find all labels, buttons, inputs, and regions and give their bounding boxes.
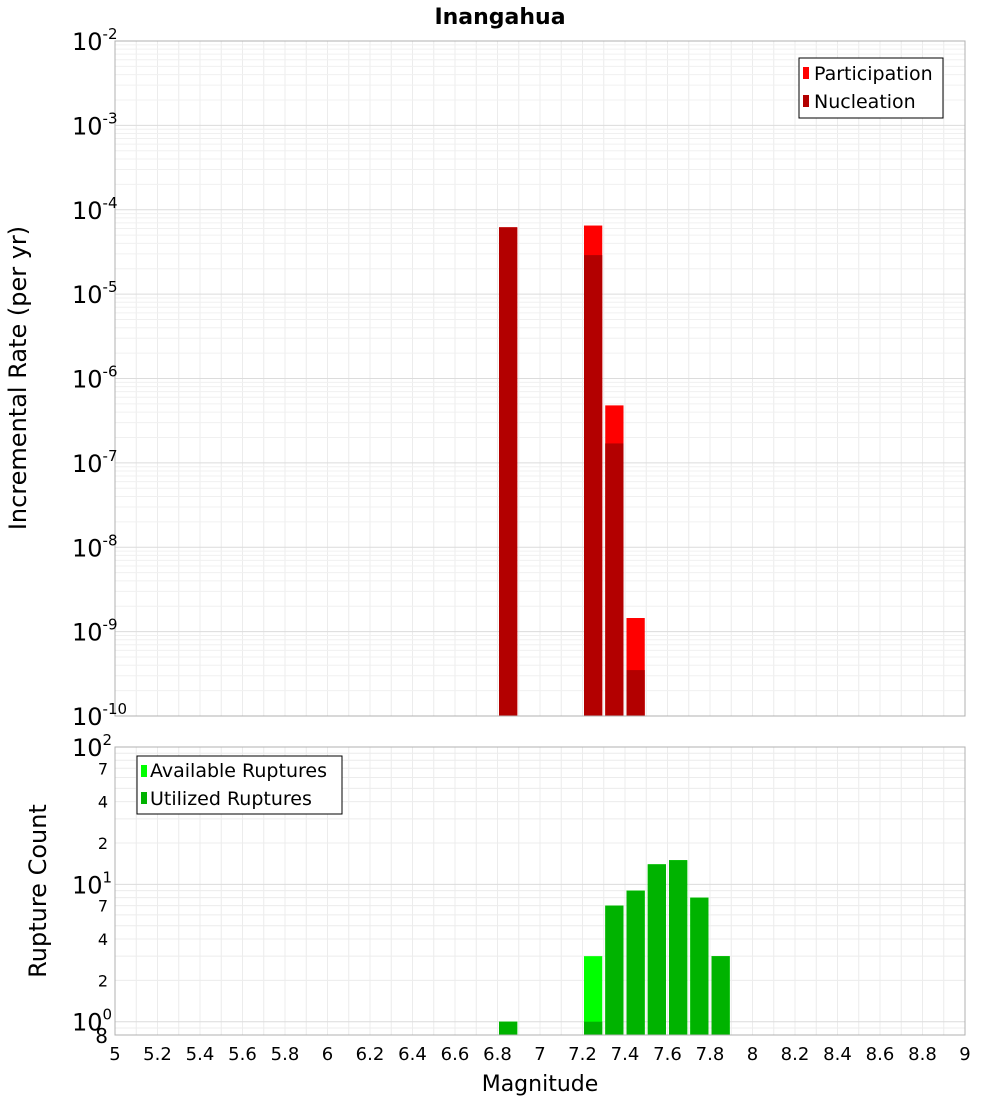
x-tick-label: 7.6 [653,1044,682,1065]
top-bar-nucleation [584,255,603,716]
top-bar-nucleation [605,443,624,716]
bottom-y-minor-tick-label: 2 [98,834,108,853]
top-y-axis-label: Incremental Rate (per yr) [4,226,32,530]
bottom-plot-frame [114,746,966,1036]
x-tick-label: 8 [747,1044,758,1065]
top-bar-nucleation [499,227,518,716]
top-y-tick-label: 10-9 [72,616,118,647]
bottom-bar-utilized-ruptures [584,1021,603,1035]
bottom-y-tick-labels: 100 101 102 8 2 4 7 2 4 7 [72,731,112,1048]
top-y-tick-label: 10-3 [72,109,118,140]
utilized-ruptures-legend-label: Utilized Ruptures [150,788,312,810]
x-tick-label: 6 [322,1044,333,1065]
top-legend-box [798,57,944,119]
top-y-tick-label: 10-2 [72,25,118,56]
available-ruptures-legend-swatch [141,765,147,777]
x-tick-label: 7.4 [611,1044,640,1065]
x-tick-label: 8.8 [908,1044,937,1065]
top-y-tick-labels: 10-10 10-9 10-8 10-7 10-6 10-5 10-4 10-3 10-2 [72,25,127,731]
x-tick-label: 7.8 [696,1044,725,1065]
top-bar-nucleation [626,670,645,716]
bottom-bar-utilized-ruptures [626,890,645,1035]
x-tick-label: 7.2 [568,1044,597,1065]
x-tick-label: 6.6 [441,1044,470,1065]
top-y-tick-label: 10-6 [72,363,118,394]
bottom-y-minor-tick-label: 8 [95,1024,108,1048]
x-tick-label: 6.4 [398,1044,427,1065]
x-tick-label: 8.2 [781,1044,810,1065]
bottom-legend: Available Ruptures Utilized Ruptures [136,755,343,815]
bottom-y-major-tick-label: 102 [72,731,112,762]
top-plot-gridlines [114,41,966,717]
x-tick-label: 6.2 [356,1044,385,1065]
x-tick-label: 9 [959,1044,970,1065]
bottom-y-axis-label: Rupture Count [24,804,52,978]
top-y-tick-label: 10-8 [72,531,118,562]
participation-legend-label: Participation [814,63,933,85]
x-tick-label: 8.4 [823,1044,852,1065]
x-tick-labels: 5 5.2 5.4 5.6 5.8 6 6.2 6.4 6.6 6.8 7 7.2 7.4 7.6 7.8 8… [109,1044,970,1065]
chart-title: Inangahua [434,5,565,30]
bottom-plot-bars [499,860,730,1035]
x-tick-label: 5.4 [186,1044,215,1065]
bottom-y-minor-tick-label: 4 [98,793,108,812]
bottom-y-minor-tick-label: 4 [98,930,108,949]
bottom-y-minor-tick-label: 7 [98,759,108,778]
x-tick-label: 5.6 [228,1044,257,1065]
x-tick-label: 5.8 [271,1044,300,1065]
x-tick-label: 5 [109,1044,120,1065]
x-tick-label: 7 [534,1044,545,1065]
participation-legend-swatch [803,67,809,79]
x-tick-label: 6.8 [483,1044,512,1065]
bottom-bar-utilized-ruptures [690,897,709,1035]
bottom-bar-utilized-ruptures [711,956,730,1035]
nucleation-legend-label: Nucleation [814,91,916,113]
bottom-bar-utilized-ruptures [605,905,624,1035]
nucleation-legend-swatch [803,95,809,107]
bottom-legend-box [136,755,343,815]
bottom-bar-utilized-ruptures [647,864,666,1035]
top-plot-frame [114,40,966,717]
available-ruptures-legend-label: Available Ruptures [150,760,327,782]
x-tick-label: 8.6 [866,1044,895,1065]
bottom-y-major-tick-label: 100 [72,1006,112,1037]
top-plot-bars [499,225,645,716]
utilized-ruptures-legend-swatch [141,792,147,804]
x-axis-label: Magnitude [482,1072,599,1097]
bottom-bar-utilized-ruptures [499,1021,518,1035]
bottom-bar-available-ruptures [584,956,603,1035]
bottom-y-minor-tick-label: 2 [98,971,108,990]
top-y-tick-label: 10-7 [72,447,118,478]
bottom-y-major-tick-label: 101 [72,868,112,899]
top-legend: Participation Nucleation [798,57,944,119]
bottom-y-minor-tick-label: 7 [98,897,108,916]
top-y-tick-label: 10-5 [72,278,118,309]
top-y-tick-label: 10-10 [72,700,127,731]
x-tick-label: 5.2 [143,1044,172,1065]
bottom-bar-utilized-ruptures [669,860,688,1035]
top-y-tick-label: 10-4 [72,194,118,225]
